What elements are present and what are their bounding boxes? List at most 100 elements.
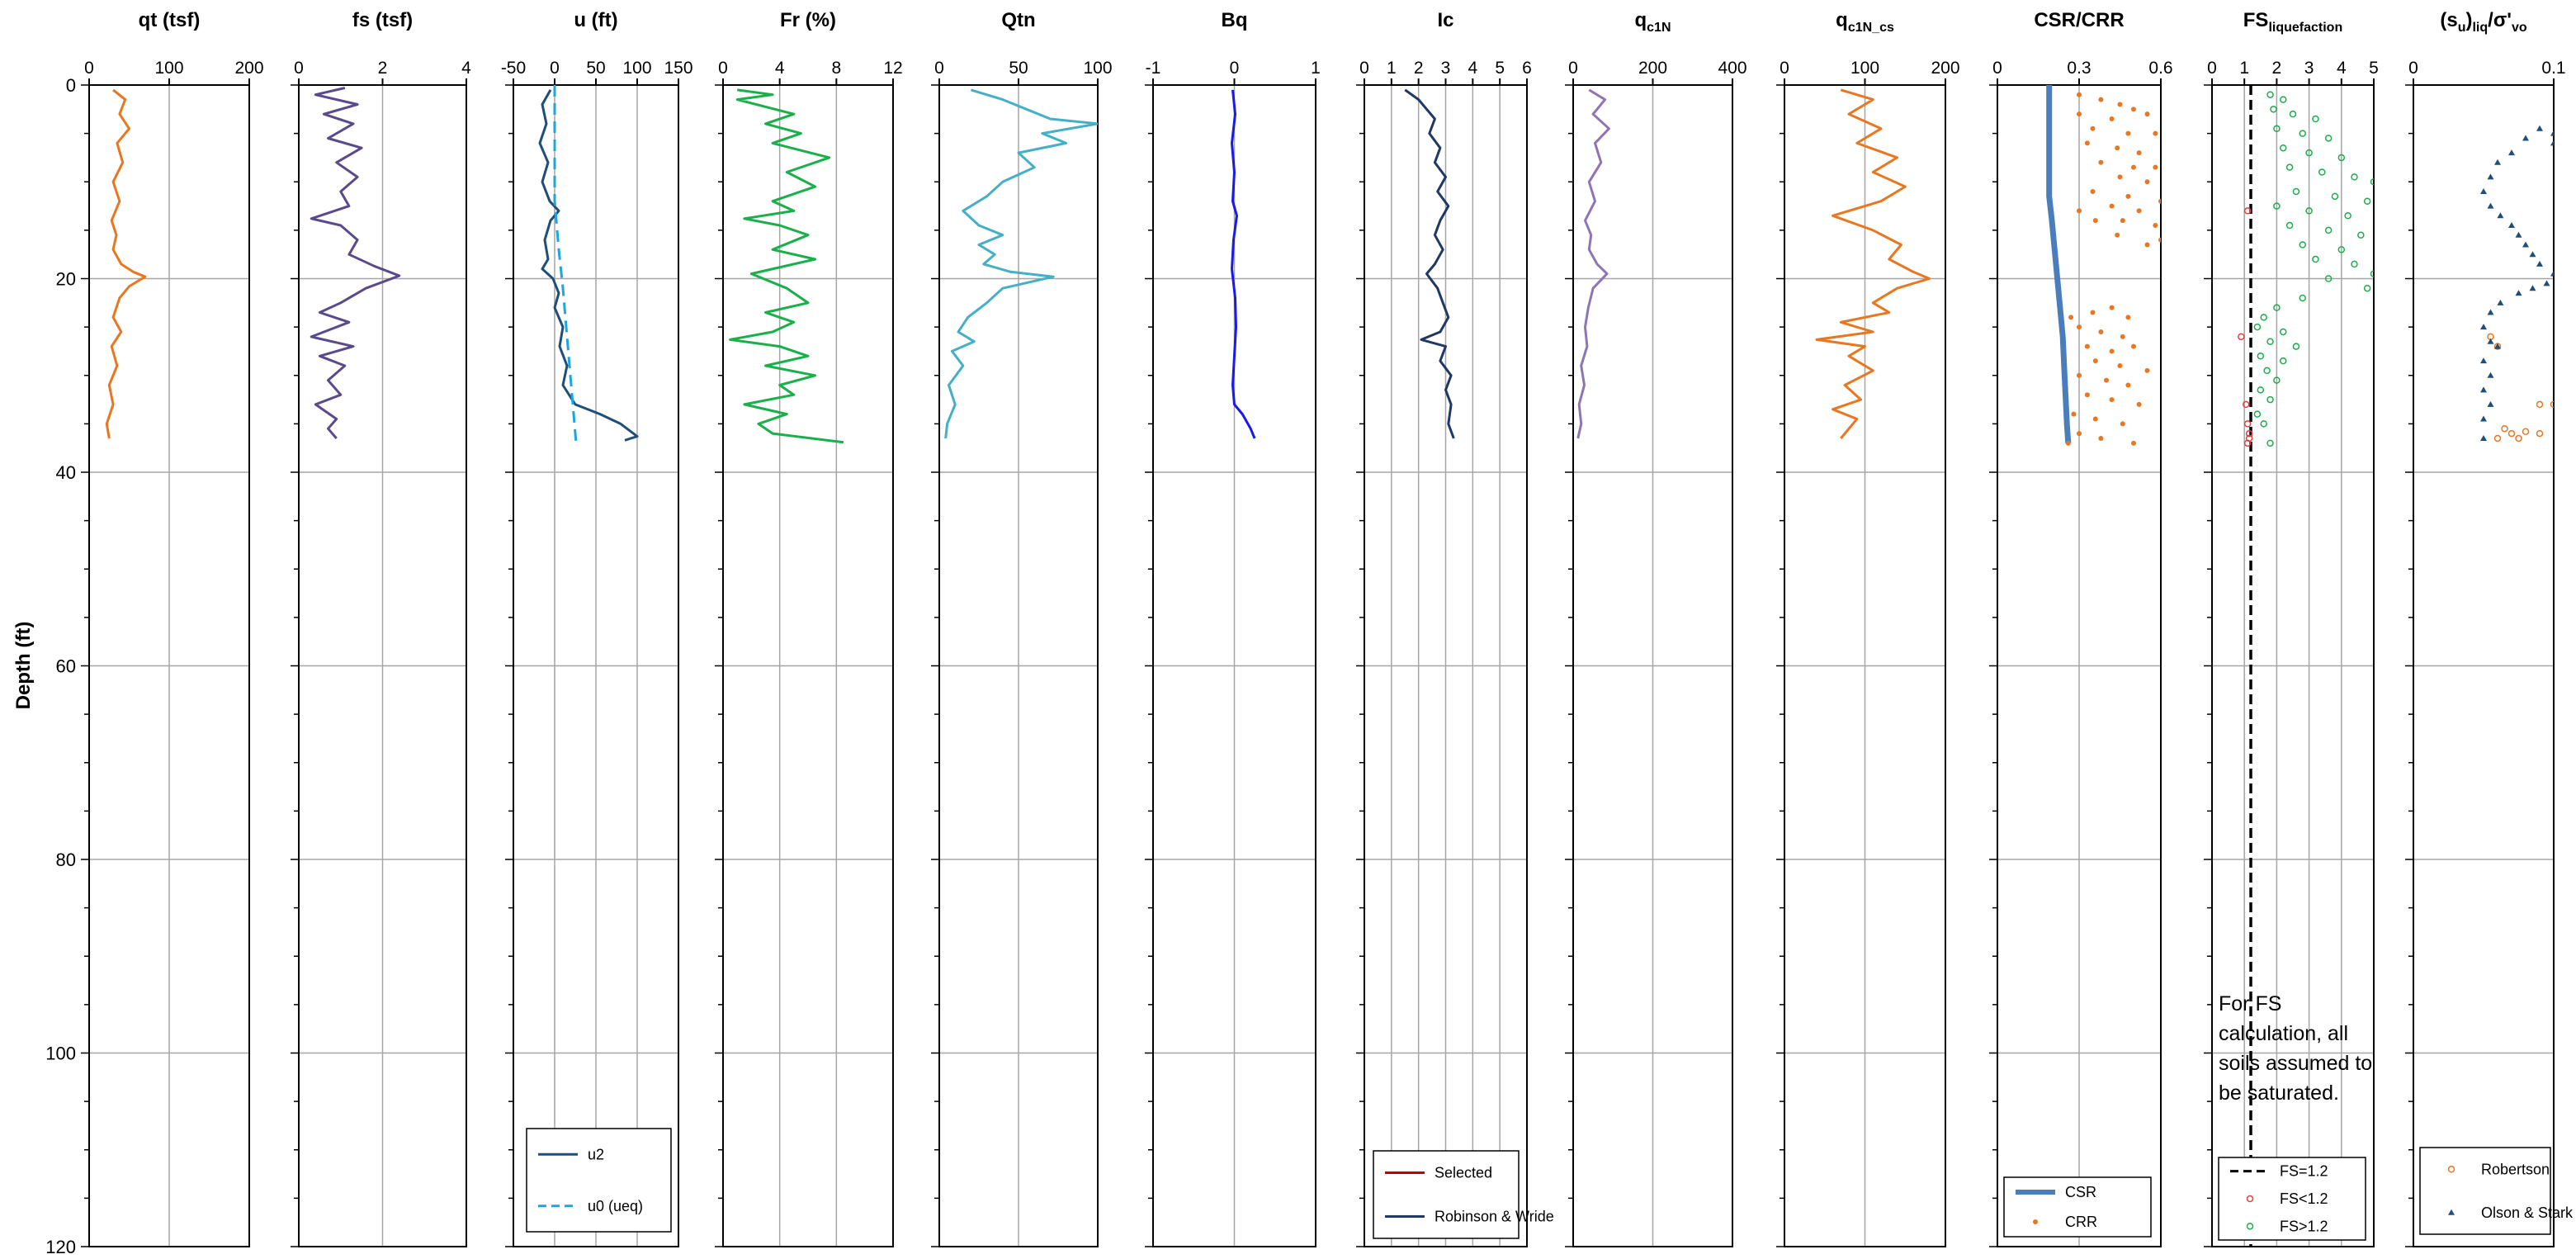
data-point (2292, 343, 2300, 350)
x-tick-label: 50 (586, 59, 605, 78)
data-point (2550, 140, 2554, 146)
y-axis-label: Depth (ft) (12, 622, 35, 710)
data-point (2285, 163, 2294, 171)
data-point (2266, 439, 2274, 447)
panel-4: 0 50 100 Qtn (931, 9, 1113, 1247)
x-tick-label: 0 (934, 59, 944, 78)
data-point (2117, 102, 2123, 107)
data-point (2098, 159, 2104, 165)
x-tick-label: 4 (775, 59, 785, 78)
data-point (2550, 270, 2554, 277)
series-group (1404, 88, 1455, 439)
data-point (2068, 315, 2074, 320)
x-tick-label: 3 (2304, 59, 2314, 78)
panel-title: Bq (1222, 9, 1248, 31)
data-point (2493, 434, 2502, 443)
data-point (2318, 168, 2326, 176)
legend-swatch (2033, 1219, 2038, 1224)
data-point (2522, 428, 2530, 436)
panel-11: 0 0.1 (su)liq/σ'vo Robertson Olson & Stark (2405, 9, 2574, 1247)
data-point (2550, 400, 2554, 409)
series-group (105, 88, 147, 439)
data-point (2117, 363, 2123, 369)
data-point (2515, 231, 2522, 238)
data-point (2090, 125, 2096, 131)
data-point (2501, 424, 2508, 433)
panel-title: qt (tsf) (139, 9, 201, 31)
data-point (2266, 338, 2274, 345)
data-point (2487, 309, 2494, 315)
legend-label: Robertson (2481, 1161, 2550, 1177)
data-point (2065, 440, 2071, 446)
data-point (2131, 106, 2136, 112)
data-point (2120, 218, 2125, 224)
x-tick-label: 200 (1638, 59, 1667, 78)
x-tick-label: 12 (883, 59, 902, 78)
legend-label: u2 (588, 1146, 604, 1162)
data-point (2144, 179, 2150, 185)
x-tick-label: 0 (1359, 59, 1369, 78)
series-group (944, 88, 1098, 439)
data-point (2125, 382, 2131, 388)
data-point (2077, 372, 2082, 378)
series-line-0 (944, 88, 1098, 439)
data-point (2324, 135, 2333, 142)
legend-label: FS<1.2 (2280, 1190, 2328, 1207)
data-point (2508, 222, 2515, 229)
data-point (2363, 197, 2371, 205)
panel-title: Fr (%) (780, 9, 836, 31)
fs-annotation: For FS calculation, all soils assumed to… (2219, 992, 2373, 1105)
data-point (2279, 144, 2287, 152)
data-point (2109, 203, 2115, 209)
data-point (2480, 187, 2487, 194)
legend-label: FS>1.2 (2280, 1218, 2328, 1234)
panel-title: fs (tsf) (352, 9, 413, 31)
data-point (2260, 420, 2267, 428)
legend-label: FS=1.2 (2280, 1163, 2328, 1180)
data-point (2257, 386, 2265, 394)
x-tick-label: 50 (1009, 59, 1028, 78)
y-tick-label: 20 (56, 269, 76, 290)
data-point (2312, 255, 2319, 263)
data-point (2098, 329, 2104, 334)
data-point (2077, 431, 2082, 437)
data-point (2245, 429, 2253, 438)
data-point (2153, 164, 2158, 170)
data-point (2299, 241, 2307, 248)
data-point (2270, 106, 2277, 113)
data-point (2487, 173, 2494, 180)
data-point (2242, 400, 2250, 409)
data-point (2480, 386, 2487, 393)
legend-9: CSR CRR (2003, 1176, 2152, 1238)
data-point (2136, 401, 2142, 407)
series-group (538, 85, 639, 443)
data-point (2115, 145, 2120, 151)
data-point (2136, 208, 2142, 214)
legend-label: Robinson & Wride (1435, 1209, 1554, 1225)
x-tick-label: 4 (2337, 59, 2347, 78)
x-tick-label: 0.1 (2541, 59, 2565, 78)
data-point (2077, 208, 2082, 214)
series-line-0 (1815, 88, 1931, 439)
legend-box (2003, 1176, 2152, 1238)
series-line-0 (2046, 85, 2072, 444)
data-point (2120, 334, 2125, 339)
data-point (2115, 232, 2120, 238)
data-point (2522, 135, 2529, 141)
y-tick-label: 80 (56, 850, 76, 870)
data-point (2487, 372, 2494, 378)
data-point (2508, 149, 2515, 156)
data-point (2090, 310, 2096, 315)
x-tick-label: 0.3 (2067, 59, 2091, 78)
data-point (2299, 294, 2307, 302)
data-point (2480, 324, 2487, 330)
data-point (2109, 348, 2115, 354)
panel-10: 0 1 2 3 4 5 FSliquefaction FS=1.2 FS<1.2 FS>1.2 (2204, 9, 2379, 1247)
x-tick-label: 8 (831, 59, 841, 78)
data-point (2084, 343, 2090, 349)
data-point (2273, 304, 2281, 311)
series-group (1815, 88, 1931, 439)
panel-1: 0 2 4 fs (tsf) (291, 9, 471, 1247)
data-point (2515, 434, 2522, 443)
data-point (2357, 231, 2365, 239)
